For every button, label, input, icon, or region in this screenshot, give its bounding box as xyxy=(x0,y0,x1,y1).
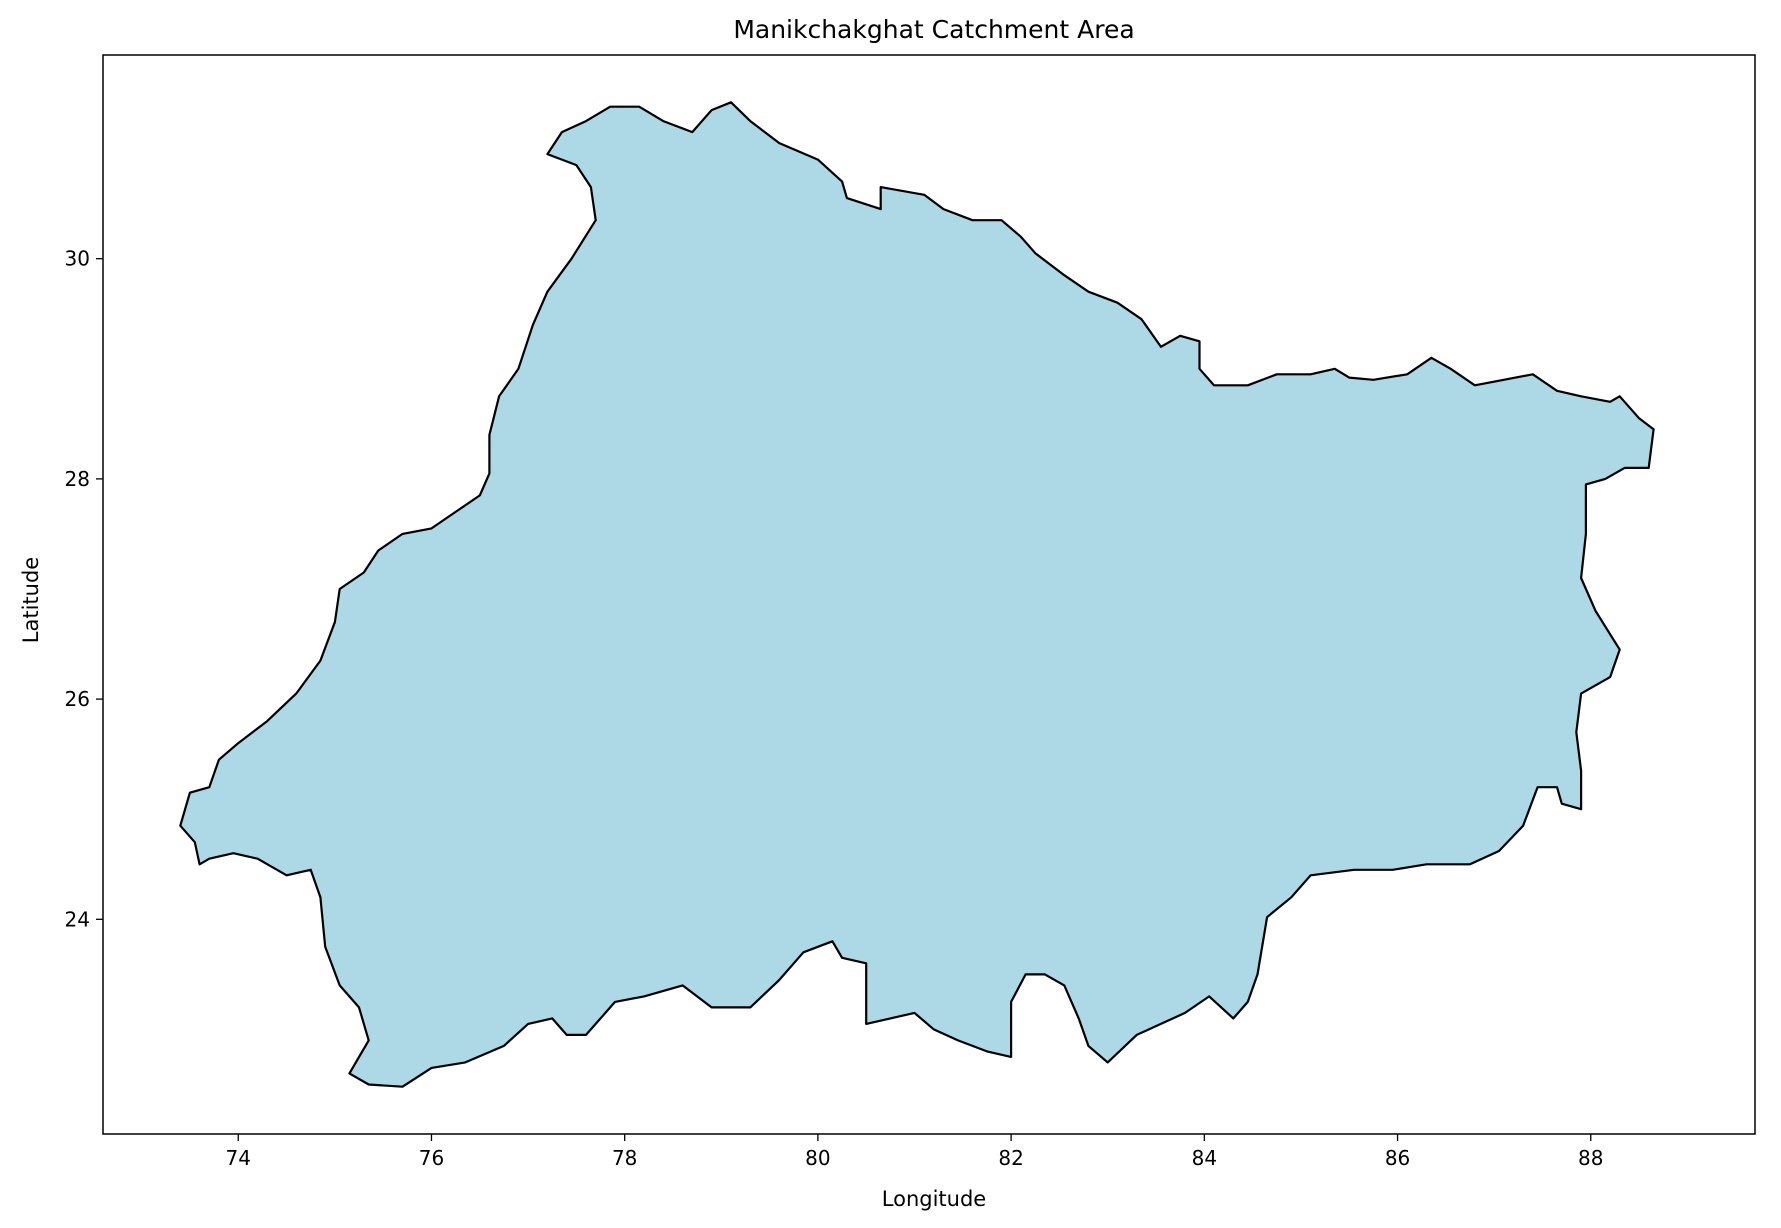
y-axis: 24 26 28 30 xyxy=(65,247,103,931)
x-tick-label: 82 xyxy=(998,1146,1023,1170)
plot-frame xyxy=(102,54,1756,1135)
y-tick-label: 30 xyxy=(65,247,90,271)
x-tick-label: 74 xyxy=(226,1146,251,1170)
x-axis-label: Longitude xyxy=(882,1187,986,1211)
y-axis-label: Latitude xyxy=(19,557,43,643)
y-tick-label: 26 xyxy=(65,687,90,711)
x-tick-label: 88 xyxy=(1578,1146,1603,1170)
x-tick-label: 76 xyxy=(419,1146,444,1170)
x-tick-label: 80 xyxy=(805,1146,830,1170)
catchment-polygon xyxy=(179,101,1655,1088)
x-tick-label: 86 xyxy=(1385,1146,1410,1170)
x-axis: 74 76 78 80 82 84 86 88 xyxy=(226,1134,1603,1170)
chart-title: Manikchakghat Catchment Area xyxy=(733,15,1134,44)
y-tick-label: 24 xyxy=(65,907,90,931)
y-tick-label: 28 xyxy=(65,467,90,491)
x-tick-label: 78 xyxy=(612,1146,637,1170)
x-tick-label: 84 xyxy=(1192,1146,1217,1170)
